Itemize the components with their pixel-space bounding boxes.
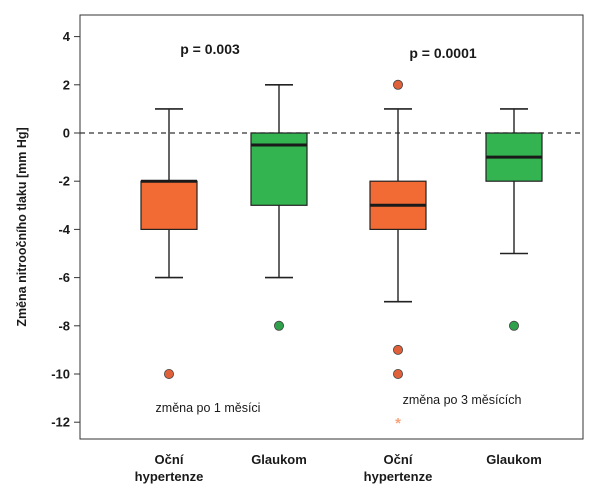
y-tick-label: -6 xyxy=(58,270,70,285)
interquartile-box xyxy=(140,180,198,230)
box-2 xyxy=(250,84,308,279)
y-tick-label: -2 xyxy=(58,174,70,189)
extreme-point: * xyxy=(395,415,401,432)
box-series xyxy=(140,84,543,303)
box-3 xyxy=(369,108,427,303)
period-note-2: změna po 3 měsících xyxy=(403,393,522,407)
outlier-points: * xyxy=(163,79,519,432)
x-category-label-line2: hypertenze xyxy=(364,469,433,484)
p-value-label-2: p = 0.0001 xyxy=(409,45,477,61)
y-tick-label: 2 xyxy=(63,77,70,92)
box-4 xyxy=(485,108,543,255)
outlier-point xyxy=(163,368,174,379)
y-tick-label: 0 xyxy=(63,126,70,141)
outlier-point xyxy=(392,344,403,355)
x-category-label: Glaukom xyxy=(251,452,307,467)
outlier-point xyxy=(508,320,519,331)
x-category-label-line2: hypertenze xyxy=(135,469,204,484)
y-tick-label: -12 xyxy=(51,415,70,430)
period-note-1: změna po 1 měsíci xyxy=(156,401,261,415)
outlier-point xyxy=(392,79,403,90)
y-tick-label: 4 xyxy=(63,29,71,44)
outlier-point xyxy=(392,368,403,379)
y-axis-label: Změna nitroočního tlaku [mm Hg] xyxy=(15,127,29,326)
x-axis-labels: Oční hypertenze Glaukom Oční hypertenze Glauk… xyxy=(135,452,542,484)
outlier-point xyxy=(273,320,284,331)
y-axis-ticks: 4 2 0 -2 -4 -6 -8 -10 -12 xyxy=(51,29,80,430)
box-1 xyxy=(140,108,198,279)
y-tick-label: -4 xyxy=(58,222,70,237)
y-tick-label: -10 xyxy=(51,367,70,382)
x-category-label: Oční xyxy=(155,452,184,467)
x-category-label: Oční xyxy=(384,452,413,467)
x-category-label: Glaukom xyxy=(486,452,542,467)
plot-frame xyxy=(79,14,584,440)
p-value-label-1: p = 0.003 xyxy=(180,41,240,57)
y-tick-label: -8 xyxy=(58,318,70,333)
